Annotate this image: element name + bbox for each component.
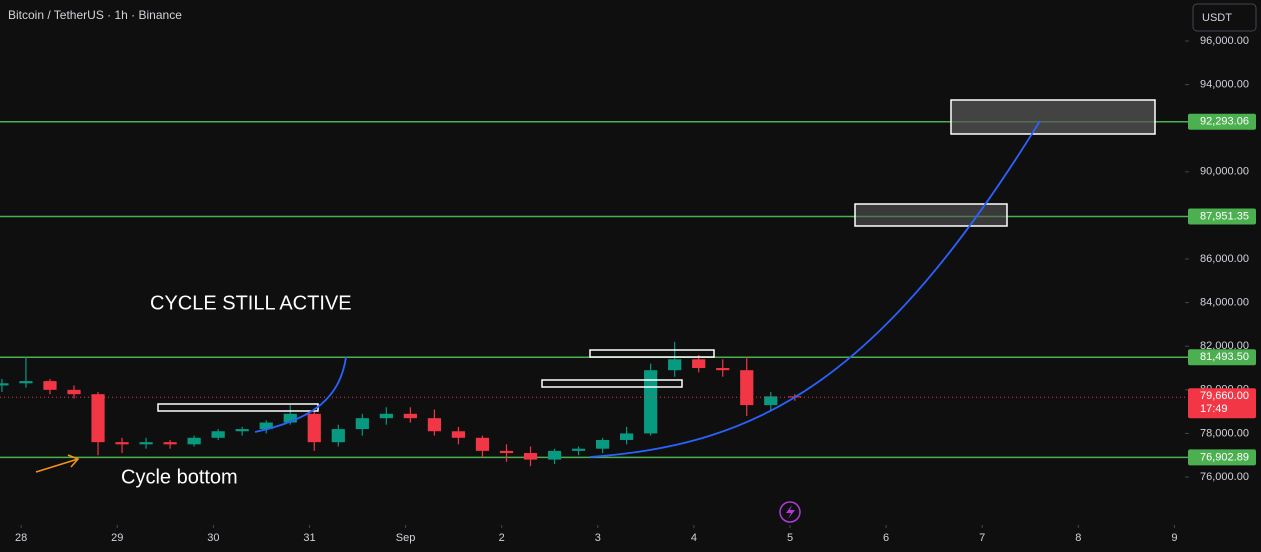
level-label: 81,493.50 — [1200, 351, 1249, 363]
alert-icon[interactable] — [779, 501, 801, 523]
candle-body — [283, 413, 297, 423]
y-tick-label: 86,000.00 — [1200, 253, 1249, 265]
x-tick-label: 29 — [111, 532, 123, 544]
alert-icon-bolt — [786, 505, 795, 519]
arrow — [35, 454, 80, 473]
range-box — [589, 349, 715, 358]
currency-label: USDT — [1202, 12, 1232, 24]
x-tick-label: 30 — [207, 532, 219, 544]
x-tick-label: 3 — [595, 532, 601, 544]
last-price-bg — [1188, 388, 1256, 419]
candle-body — [331, 429, 345, 443]
y-tick-label: 96,000.00 — [1200, 35, 1249, 47]
candle-body — [692, 359, 706, 369]
x-tick-label: 5 — [787, 532, 793, 544]
candle-body — [139, 442, 153, 445]
y-tick-label: 90,000.00 — [1200, 166, 1249, 178]
y-tick-label: 78,000.00 — [1200, 427, 1249, 439]
candle-body — [595, 439, 610, 449]
candle-body — [259, 422, 273, 430]
annotation: CYCLE STILL ACTIVE — [150, 292, 352, 314]
range-box — [541, 379, 683, 388]
y-tick-label: 94,000.00 — [1200, 78, 1249, 90]
cycle-curve — [254, 356, 347, 433]
x-tick-label: Sep — [396, 532, 416, 544]
candle-body — [0, 383, 9, 386]
candle-body — [163, 442, 177, 445]
candle-body — [668, 359, 682, 371]
level-label-bg — [1188, 208, 1256, 225]
x-tick-label: 28 — [15, 532, 27, 544]
candle-body — [235, 429, 249, 432]
x-tick-label: 9 — [1171, 532, 1177, 544]
candle-body — [307, 413, 321, 443]
candle-body — [67, 389, 81, 395]
candle-body — [211, 431, 225, 438]
x-tick-label: 31 — [303, 532, 315, 544]
level-label: 76,902.89 — [1200, 451, 1249, 463]
level-label-bg — [1188, 349, 1256, 366]
x-tick-label: 4 — [691, 532, 697, 544]
candle-body — [19, 381, 33, 384]
candle-body — [740, 370, 754, 406]
candle-body — [547, 450, 562, 460]
y-tick-label: 82,000.00 — [1200, 340, 1249, 352]
x-tick-label: 2 — [499, 532, 505, 544]
candle-body — [644, 370, 658, 434]
candle-body — [355, 418, 369, 430]
x-tick-label: 6 — [883, 532, 889, 544]
candle-body — [187, 437, 201, 445]
level-label-bg — [1188, 113, 1256, 130]
y-tick-label: 76,000.00 — [1200, 471, 1249, 483]
target-box — [854, 203, 1008, 227]
candle-body — [716, 368, 730, 371]
countdown: 17:49 — [1200, 403, 1228, 415]
chart-title: Bitcoin / TetherUS · 1h · Binance — [8, 8, 182, 22]
candle-body — [379, 413, 393, 419]
candle-body — [451, 431, 466, 438]
annotation: Cycle bottom — [121, 466, 238, 488]
candle-body — [43, 381, 57, 390]
candle-body — [523, 453, 538, 460]
y-tick-label: 84,000.00 — [1200, 297, 1249, 309]
candle-body — [115, 442, 129, 445]
plot-area: 96,000.00 94,000.00 90,000.00 86,000.00 84,0… — [0, 35, 1256, 544]
target-box — [950, 99, 1156, 135]
cycle-curve — [589, 120, 1041, 458]
candle-body — [403, 413, 417, 419]
candle-body — [475, 437, 490, 451]
x-tick-label: 7 — [979, 532, 985, 544]
candle-body — [499, 450, 514, 454]
currency-button[interactable] — [1192, 3, 1257, 32]
candle-body — [91, 394, 105, 443]
level-label-bg — [1188, 449, 1256, 466]
candle-body — [620, 433, 634, 440]
level-label: 92,293.06 — [1200, 116, 1249, 128]
candle-body — [427, 418, 442, 432]
last-price-label: 79,660.00 — [1200, 390, 1249, 402]
x-tick-label: 8 — [1075, 532, 1081, 544]
level-label: 87,951.35 — [1200, 210, 1249, 222]
candle-body — [571, 448, 586, 451]
candle-body — [764, 396, 778, 406]
